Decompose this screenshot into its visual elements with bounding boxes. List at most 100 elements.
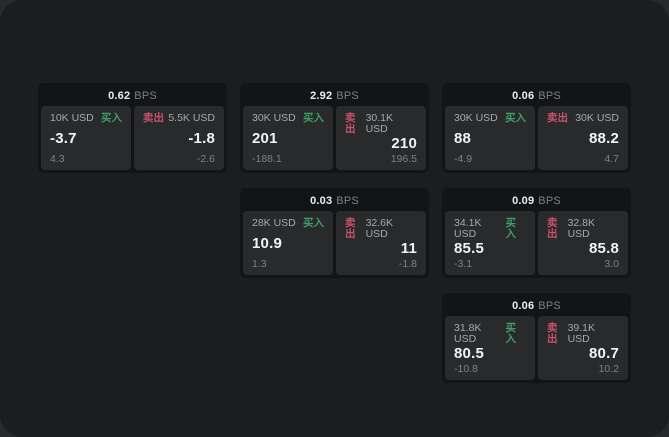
buy-tile-header: 34.1K USD 买入 xyxy=(454,218,526,239)
buy-price: 201 xyxy=(252,130,278,147)
sell-label: 卖出 xyxy=(143,112,164,124)
buy-label: 买入 xyxy=(101,112,122,124)
sell-tile-header: 卖出 30.1K USD xyxy=(345,113,417,134)
sell-delta: -1.8 xyxy=(398,257,417,270)
card-header: 0.62 BPS xyxy=(41,86,224,106)
spread-bps-value: 0.09 xyxy=(512,195,535,207)
sell-price: 88.2 xyxy=(589,130,619,147)
buy-amount: 10K USD xyxy=(50,112,94,124)
buy-quote-tile[interactable]: 31.8K USD 买入 80.5 -10.8 xyxy=(445,316,535,380)
sell-amount: 30.1K USD xyxy=(365,112,394,135)
sell-quote-tile[interactable]: 卖出 32.8K USD 85.8 3.0 xyxy=(538,211,628,275)
bps-unit-label: BPS xyxy=(336,90,359,102)
sell-amount: 32.8K USD xyxy=(567,217,596,240)
buy-label: 买入 xyxy=(303,217,324,229)
sell-delta: -2.6 xyxy=(196,152,215,165)
sell-amount: 32.6K USD xyxy=(365,217,394,240)
card-header: 0.09 BPS xyxy=(445,191,628,211)
buy-amount: 31.8K USD xyxy=(454,322,482,345)
bps-unit-label: BPS xyxy=(538,195,561,207)
buy-amount: 30K USD xyxy=(454,112,498,124)
buy-quote-tile[interactable]: 30K USD 买入 88 -4.9 xyxy=(445,106,535,170)
buy-quote-tile[interactable]: 34.1K USD 买入 85.5 -3.1 xyxy=(445,211,535,275)
sell-quote-tile[interactable]: 卖出 32.6K USD 11 -1.8 xyxy=(336,211,426,275)
buy-amount: 28K USD xyxy=(252,217,296,229)
buy-delta: 1.3 xyxy=(252,257,267,270)
buy-label: 买入 xyxy=(505,217,516,240)
bps-unit-label: BPS xyxy=(538,300,561,312)
buy-price: 88 xyxy=(454,130,472,147)
sell-delta: 4.7 xyxy=(604,152,619,165)
sell-label: 卖出 xyxy=(547,112,568,124)
sell-delta: 10.2 xyxy=(598,362,619,375)
quote-cards-grid: 0.62 BPS 10K USD 买入 -3.7 4.3 卖出 5.5K USD… xyxy=(38,83,631,383)
sell-delta: 196.5 xyxy=(390,152,417,165)
buy-amount: 30K USD xyxy=(252,112,296,124)
sell-quote-tile[interactable]: 卖出 39.1K USD 80.7 10.2 xyxy=(538,316,628,380)
card-header: 0.06 BPS xyxy=(445,296,628,316)
buy-price: 85.5 xyxy=(454,240,484,258)
spread-bps-value: 0.06 xyxy=(512,90,535,102)
sell-tile-header: 卖出 30K USD xyxy=(547,113,619,124)
spread-bps-value: 0.06 xyxy=(512,300,535,312)
buy-delta: -10.8 xyxy=(454,362,478,375)
buy-tile-header: 10K USD 买入 xyxy=(50,113,122,124)
quote-card: 2.92 BPS 30K USD 买入 201 -188.1 卖出 30.1K … xyxy=(240,83,429,173)
spread-bps-value: 2.92 xyxy=(310,90,333,102)
sell-quote-tile[interactable]: 卖出 5.5K USD -1.8 -2.6 xyxy=(134,106,224,170)
bps-unit-label: BPS xyxy=(134,90,157,102)
sell-quote-tile[interactable]: 卖出 30K USD 88.2 4.7 xyxy=(538,106,628,170)
sell-label: 卖出 xyxy=(547,322,558,345)
buy-tile-header: 30K USD 买入 xyxy=(454,113,526,124)
buy-quote-tile[interactable]: 28K USD 买入 10.9 1.3 xyxy=(243,211,333,275)
card-body: 28K USD 买入 10.9 1.3 卖出 32.6K USD 11 -1.8 xyxy=(243,211,426,275)
buy-price: -3.7 xyxy=(50,130,77,147)
quote-card: 0.62 BPS 10K USD 买入 -3.7 4.3 卖出 5.5K USD… xyxy=(38,83,227,173)
buy-delta: 4.3 xyxy=(50,152,65,165)
buy-price: 80.5 xyxy=(454,345,484,363)
sell-quote-tile[interactable]: 卖出 30.1K USD 210 196.5 xyxy=(336,106,426,170)
sell-amount: 5.5K USD xyxy=(168,112,215,124)
card-header: 0.03 BPS xyxy=(243,191,426,211)
buy-amount: 34.1K USD xyxy=(454,217,482,240)
sell-label: 卖出 xyxy=(345,112,356,135)
card-body: 30K USD 买入 88 -4.9 卖出 30K USD 88.2 4.7 xyxy=(445,106,628,170)
sell-price: 11 xyxy=(400,240,417,258)
sell-label: 卖出 xyxy=(345,217,356,240)
sell-delta: 3.0 xyxy=(604,257,619,270)
quote-card: 0.06 BPS 30K USD 买入 88 -4.9 卖出 30K USD 8… xyxy=(442,83,631,173)
card-body: 31.8K USD 买入 80.5 -10.8 卖出 39.1K USD 80.… xyxy=(445,316,628,380)
sell-tile-header: 卖出 32.8K USD xyxy=(547,218,619,239)
sell-price: 85.8 xyxy=(589,240,619,258)
card-body: 30K USD 买入 201 -188.1 卖出 30.1K USD 210 1… xyxy=(243,106,426,170)
buy-delta: -188.1 xyxy=(252,152,282,165)
sell-tile-header: 卖出 39.1K USD xyxy=(547,323,619,344)
spread-bps-value: 0.62 xyxy=(108,90,131,102)
buy-tile-header: 28K USD 买入 xyxy=(252,218,324,229)
quote-card: 0.03 BPS 28K USD 买入 10.9 1.3 卖出 32.6K US… xyxy=(240,188,429,278)
buy-quote-tile[interactable]: 10K USD 买入 -3.7 4.3 xyxy=(41,106,131,170)
sell-amount: 30K USD xyxy=(575,112,619,124)
buy-delta: -4.9 xyxy=(454,152,473,165)
sell-amount: 39.1K USD xyxy=(567,322,596,345)
bps-unit-label: BPS xyxy=(538,90,561,102)
buy-label: 买入 xyxy=(303,112,324,124)
sell-price: 80.7 xyxy=(589,345,619,363)
buy-tile-header: 31.8K USD 买入 xyxy=(454,323,526,344)
quote-card: 0.06 BPS 31.8K USD 买入 80.5 -10.8 卖出 39.1… xyxy=(442,293,631,383)
sell-label: 卖出 xyxy=(547,217,558,240)
buy-label: 买入 xyxy=(505,322,516,345)
bps-unit-label: BPS xyxy=(336,195,359,207)
buy-delta: -3.1 xyxy=(454,257,473,270)
buy-quote-tile[interactable]: 30K USD 买入 201 -188.1 xyxy=(243,106,333,170)
sell-price: -1.8 xyxy=(188,130,215,147)
card-header: 0.06 BPS xyxy=(445,86,628,106)
card-header: 2.92 BPS xyxy=(243,86,426,106)
sell-tile-header: 卖出 32.6K USD xyxy=(345,218,417,239)
buy-label: 买入 xyxy=(505,112,526,124)
buy-tile-header: 30K USD 买入 xyxy=(252,113,324,124)
buy-price: 10.9 xyxy=(252,235,282,252)
card-body: 10K USD 买入 -3.7 4.3 卖出 5.5K USD -1.8 -2.… xyxy=(41,106,224,170)
card-body: 34.1K USD 买入 85.5 -3.1 卖出 32.8K USD 85.8… xyxy=(445,211,628,275)
